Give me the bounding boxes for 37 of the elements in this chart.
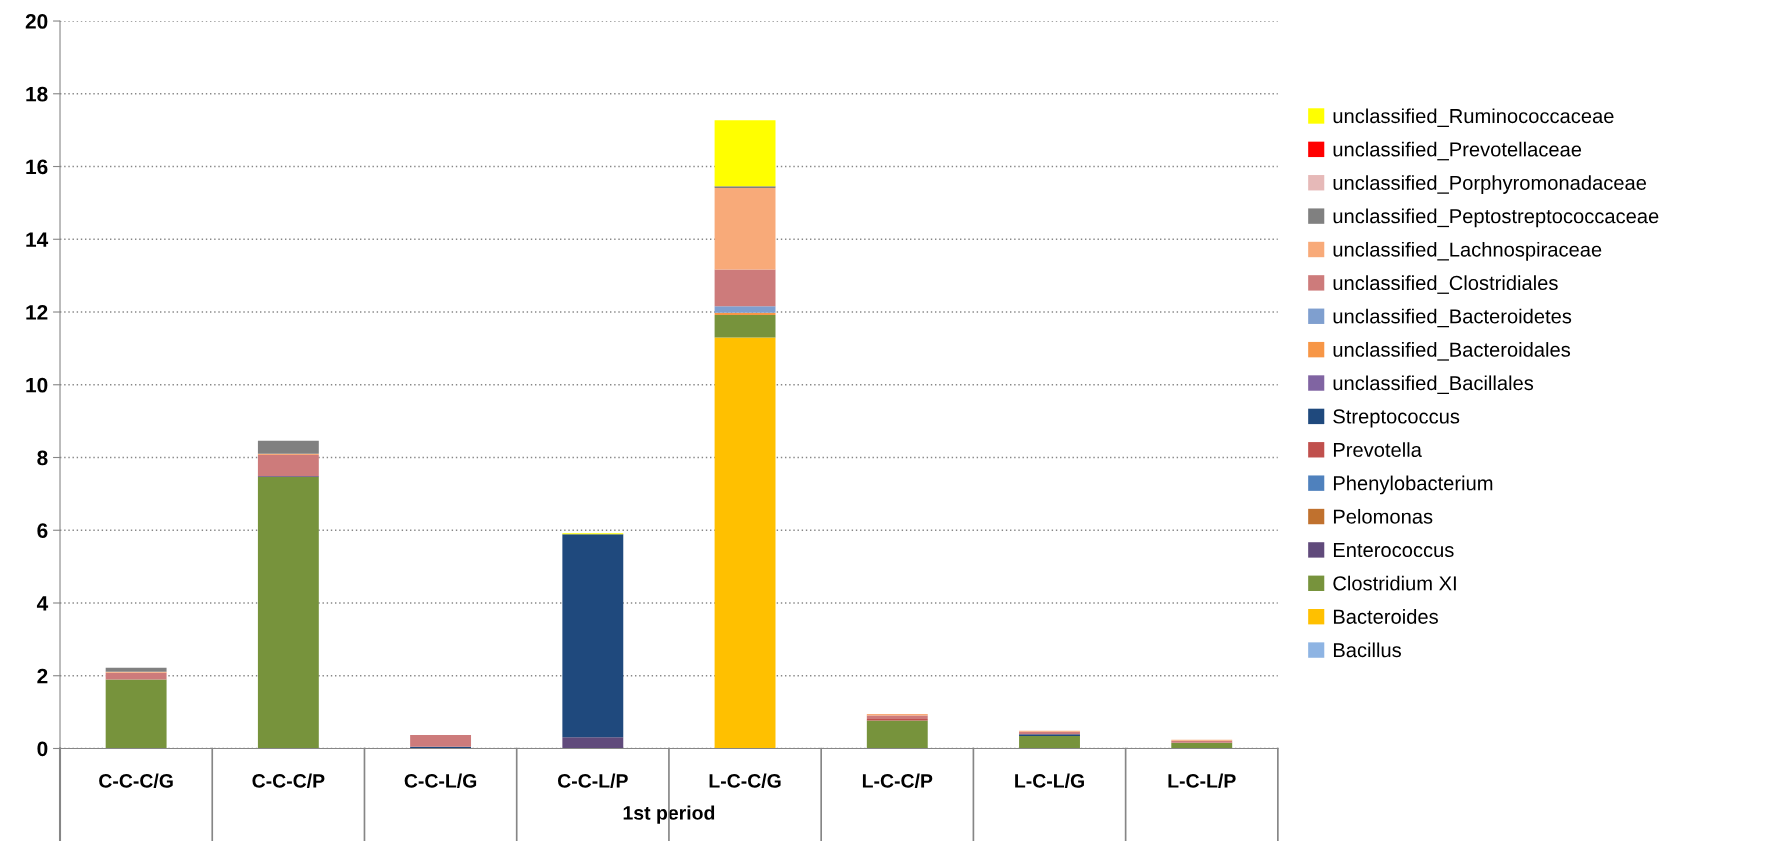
x-axis-title: 1st period — [623, 805, 715, 824]
x-tick-label: L-C-L/G — [1015, 773, 1084, 788]
y-tick-label: 12 — [26, 305, 48, 320]
x-tick-label: C-C-C/G — [99, 773, 173, 788]
y-tick-label: 10 — [26, 377, 48, 393]
legend-label: Bacillus — [1333, 642, 1401, 658]
x-tick-label: C-C-L/P — [557, 773, 628, 788]
legend-label: unclassified_Bacillales — [1333, 375, 1534, 395]
x-tick-label: L-C-L/P — [1168, 773, 1236, 788]
y-tick-label: 18 — [26, 86, 48, 102]
x-tick-label: C-C-L/G — [404, 773, 477, 788]
legend-label: Bacteroides — [1333, 609, 1438, 624]
legend-label: Prevotella — [1333, 442, 1422, 457]
legend-label: Phenylobacterium — [1333, 475, 1493, 495]
y-tick-label: 2 — [37, 668, 48, 684]
legend-label: Enterococcus — [1333, 543, 1454, 558]
legend-label: unclassified_Clostridiales — [1333, 275, 1558, 294]
legend-label: Pelomonas — [1333, 508, 1433, 524]
legend-label: unclassified_Peptostreptococcaceae — [1333, 208, 1659, 228]
y-tick-label: 16 — [26, 159, 48, 175]
legend-label: unclassified_Bacteroidales — [1333, 342, 1571, 361]
y-tick-label: 0 — [37, 741, 48, 757]
legend-label: unclassified_Porphyromonadaceae — [1333, 175, 1647, 194]
legend-label: unclassified_Lachnospiraceae — [1333, 241, 1602, 261]
y-tick-label: 4 — [36, 596, 49, 611]
legend-label: unclassified_Bacteroidetes — [1333, 308, 1572, 328]
legend-label: Streptococcus — [1333, 409, 1460, 428]
y-tick-label: 8 — [37, 450, 48, 466]
legend-label: unclassified_Ruminococcaceae — [1333, 108, 1614, 127]
y-tick-label: 6 — [37, 523, 48, 538]
x-tick-label: C-C-C/P — [252, 773, 325, 788]
x-tick-label: L-C-C/P — [862, 773, 933, 788]
y-tick-label: 20 — [25, 14, 48, 29]
y-tick-label: 14 — [26, 232, 49, 247]
legend-label: Clostridium XI — [1333, 575, 1456, 591]
x-tick-label: L-C-C/G — [709, 773, 781, 788]
legend-label: unclassified_Prevotellaceae — [1333, 141, 1582, 161]
